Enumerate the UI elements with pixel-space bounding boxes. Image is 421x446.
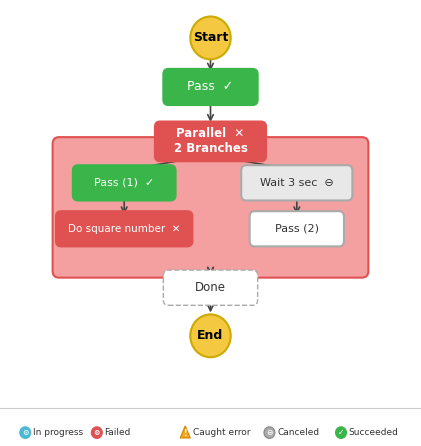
Circle shape: [336, 427, 346, 438]
Circle shape: [91, 427, 102, 438]
Text: Failed: Failed: [104, 428, 131, 437]
FancyBboxPatch shape: [56, 211, 192, 246]
FancyBboxPatch shape: [155, 121, 266, 161]
Circle shape: [190, 17, 231, 59]
FancyBboxPatch shape: [73, 165, 176, 201]
FancyBboxPatch shape: [53, 137, 368, 277]
FancyBboxPatch shape: [241, 165, 352, 201]
Text: Succeeded: Succeeded: [349, 428, 398, 437]
Text: End: End: [197, 329, 224, 343]
FancyBboxPatch shape: [163, 69, 258, 105]
Text: Pass (1)  ✓: Pass (1) ✓: [94, 178, 155, 188]
Circle shape: [190, 314, 231, 357]
Text: Do square number  ✕: Do square number ✕: [68, 224, 181, 234]
Text: !: !: [184, 429, 187, 438]
Text: In progress: In progress: [33, 428, 83, 437]
Text: ✓: ✓: [338, 428, 344, 437]
Circle shape: [264, 427, 275, 438]
FancyBboxPatch shape: [163, 270, 258, 306]
Text: Caught error: Caught error: [193, 428, 250, 437]
Text: Pass  ✓: Pass ✓: [187, 80, 234, 94]
Text: ⊗: ⊗: [93, 428, 100, 437]
Text: Pass (2): Pass (2): [275, 224, 319, 234]
Text: Done: Done: [195, 281, 226, 294]
FancyBboxPatch shape: [250, 211, 344, 246]
Polygon shape: [180, 426, 190, 438]
Text: Canceled: Canceled: [277, 428, 319, 437]
Text: Parallel  ✕
2 Branches: Parallel ✕ 2 Branches: [173, 128, 248, 155]
Text: Wait 3 sec  ⊖: Wait 3 sec ⊖: [260, 178, 334, 188]
Text: ⊖: ⊖: [266, 428, 273, 437]
Text: ⊙: ⊙: [22, 428, 29, 437]
Circle shape: [20, 427, 31, 438]
Text: Start: Start: [193, 31, 228, 45]
